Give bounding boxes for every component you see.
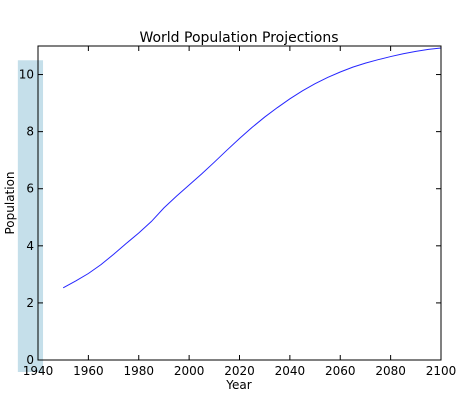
y-tick-label: 10 — [19, 68, 34, 82]
x-tick-label: 2060 — [325, 364, 356, 378]
highlight-band — [17, 60, 44, 372]
tick-layer: 1940 1960 1980 2000 2020 2040 2060 2080 2100 0 2 4 6… — [19, 46, 457, 378]
y-tick-label: 8 — [26, 125, 34, 139]
y-tick-label: 2 — [26, 296, 34, 310]
x-tick-label: 1980 — [123, 364, 154, 378]
y-tick-label: 0 — [26, 353, 34, 367]
x-tick-label: 2040 — [275, 364, 306, 378]
series-layer — [62, 47, 442, 289]
y-tick-label: 6 — [26, 182, 34, 196]
highlight-band-layer — [17, 60, 44, 372]
plot-frame — [37, 45, 442, 361]
x-tick-label: 2080 — [375, 364, 406, 378]
x-tick-label: 2100 — [426, 364, 457, 378]
chart-title: World Population Projections — [139, 30, 338, 46]
x-axis-label: Year — [225, 378, 251, 392]
x-tick-label: 2000 — [174, 364, 205, 378]
y-tick-label: 4 — [26, 239, 34, 253]
x-tick-label: 1960 — [73, 364, 104, 378]
series-line-0 — [62, 47, 442, 289]
y-axis-label: Population — [3, 171, 17, 234]
x-tick-label: 1940 — [23, 364, 54, 378]
x-tick-label: 2020 — [224, 364, 255, 378]
